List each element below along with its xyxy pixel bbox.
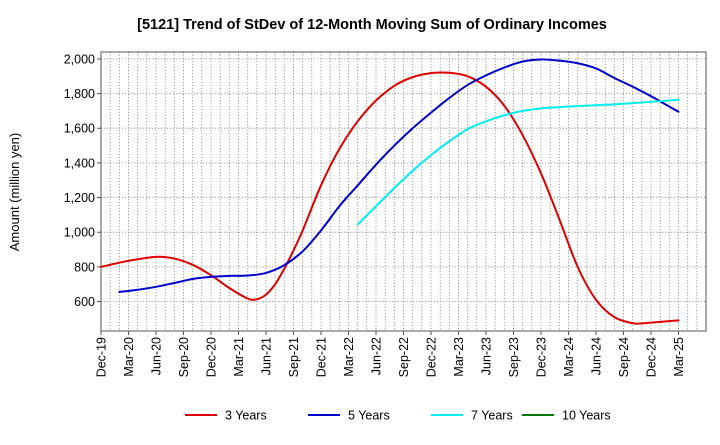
y-tick-label: 800 [74, 260, 95, 274]
legend-item-7-years: 7 Years [431, 409, 513, 423]
x-tick-label: Mar-21 [232, 337, 246, 377]
y-tick-label: 600 [74, 295, 95, 309]
x-tick-label: Sep-23 [507, 337, 521, 377]
axes-layer: 600 800 1,000 1,200 1,400 1,600 1,800 2,000 Dec-… [64, 51, 707, 377]
x-tick-label: Dec-23 [535, 337, 549, 377]
y-tick-label: 1,400 [64, 156, 95, 170]
x-tick-label: Jun-20 [150, 337, 164, 375]
legend-item-10-years: 10 Years [522, 409, 611, 423]
legend-label: 5 Years [348, 409, 390, 423]
x-tick-label: Jun-23 [480, 337, 494, 375]
x-tick-label: Jun-22 [370, 337, 384, 375]
series-line-7-years [356, 98, 680, 226]
y-tick-label: 2,000 [64, 52, 95, 66]
x-tick-label: Sep-24 [617, 337, 631, 377]
legend: 3 Years 5 Years 7 Years 10 Years [185, 409, 611, 423]
grid-layer [101, 52, 706, 331]
x-tick-label: Sep-21 [287, 337, 301, 377]
y-tick-label: 1,800 [64, 87, 95, 101]
legend-item-3-years: 3 Years [185, 409, 267, 423]
legend-label: 3 Years [225, 409, 267, 423]
legend-label: 10 Years [562, 409, 611, 423]
x-tick-label: Mar-22 [342, 337, 356, 377]
x-tick-label: Mar-24 [562, 337, 576, 377]
y-tick-label: 1,600 [64, 122, 95, 136]
x-tick-label: Jun-21 [260, 337, 274, 375]
series-line-3-years [100, 71, 680, 325]
chart-title: [5121] Trend of StDev of 12-Month Moving… [137, 17, 607, 33]
x-tick-label: Mar-20 [122, 337, 136, 377]
x-tick-label: Dec-24 [645, 337, 659, 377]
x-tick-label: Dec-20 [205, 337, 219, 377]
y-tick-label: 1,000 [64, 226, 95, 240]
x-tick-label: Sep-20 [177, 337, 191, 377]
y-axis-label: Amount (million yen) [7, 133, 22, 252]
x-tick-label: Dec-21 [315, 337, 329, 377]
x-tick-label: Dec-19 [95, 337, 109, 377]
series-layer [100, 58, 680, 325]
x-tick-label: Dec-22 [425, 337, 439, 377]
x-tick-label: Mar-23 [452, 337, 466, 377]
x-tick-label: Sep-22 [397, 337, 411, 377]
x-tick-label: Mar-25 [672, 337, 686, 377]
legend-item-5-years: 5 Years [308, 409, 390, 423]
x-tick-label: Jun-24 [590, 337, 604, 375]
series-line-5-years [118, 58, 680, 294]
legend-label: 7 Years [471, 409, 513, 423]
y-tick-label: 1,200 [64, 191, 95, 205]
